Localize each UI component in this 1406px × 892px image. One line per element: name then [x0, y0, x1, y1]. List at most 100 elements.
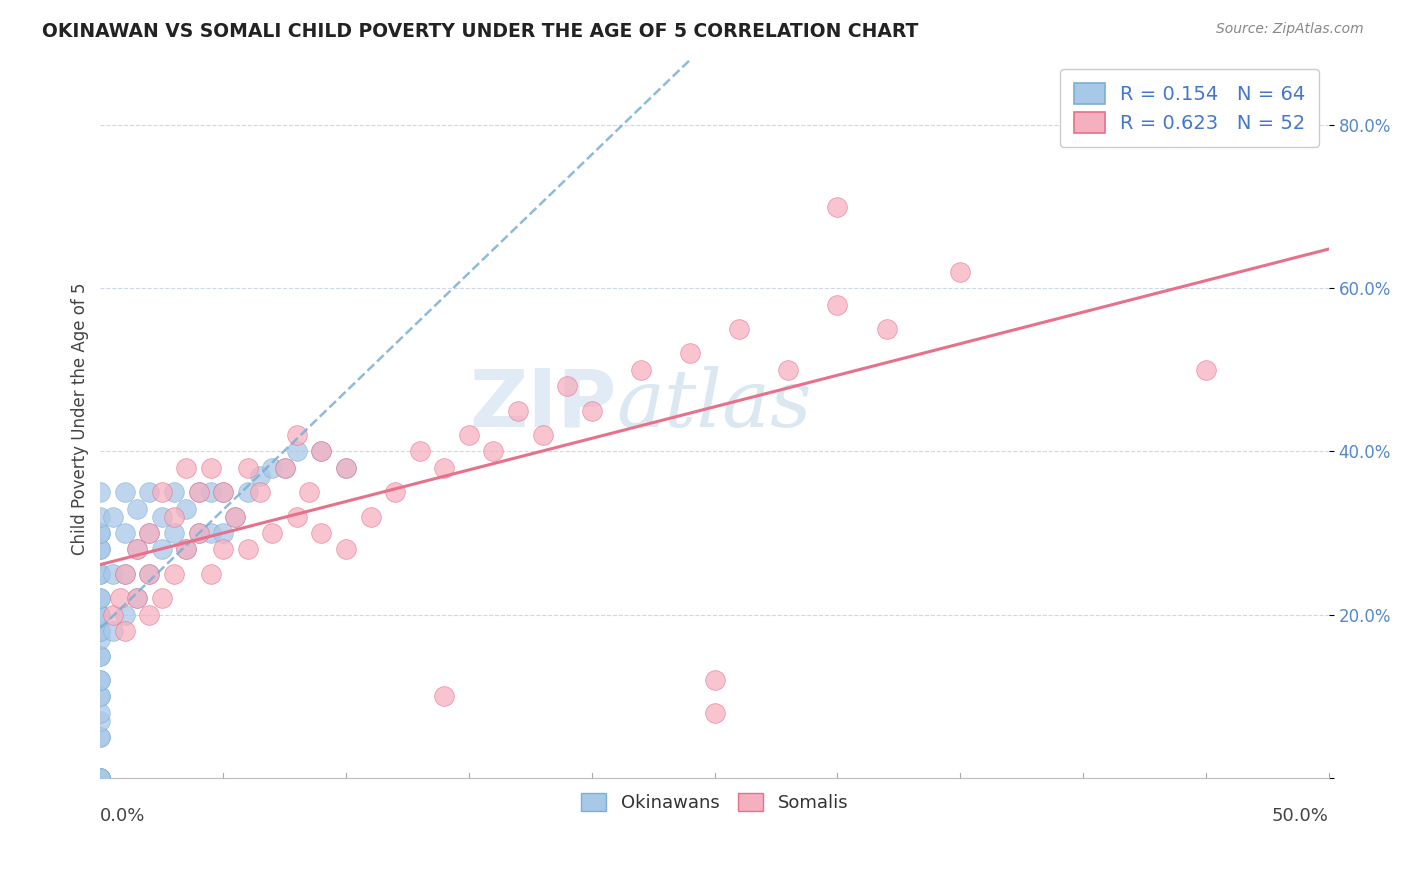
Point	[703, 673, 725, 687]
Point	[679, 346, 702, 360]
Point	[531, 428, 554, 442]
Point	[212, 485, 235, 500]
Point	[101, 566, 124, 581]
Point	[311, 444, 333, 458]
Point	[101, 624, 124, 638]
Point	[176, 542, 198, 557]
Point	[555, 379, 578, 393]
Point	[285, 509, 308, 524]
Legend: Okinawans, Somalis: Okinawans, Somalis	[574, 786, 855, 819]
Text: Source: ZipAtlas.com: Source: ZipAtlas.com	[1216, 22, 1364, 37]
Point	[176, 501, 198, 516]
Point	[127, 591, 149, 606]
Point	[89, 591, 111, 606]
Point	[298, 485, 321, 500]
Point	[506, 403, 529, 417]
Point	[224, 509, 246, 524]
Point	[101, 509, 124, 524]
Point	[1195, 363, 1218, 377]
Point	[89, 509, 111, 524]
Text: OKINAWAN VS SOMALI CHILD POVERTY UNDER THE AGE OF 5 CORRELATION CHART: OKINAWAN VS SOMALI CHILD POVERTY UNDER T…	[42, 22, 918, 41]
Point	[89, 607, 111, 622]
Point	[89, 673, 111, 687]
Point	[150, 591, 173, 606]
Point	[89, 632, 111, 647]
Text: ZIP: ZIP	[470, 366, 616, 443]
Point	[778, 363, 800, 377]
Point	[89, 591, 111, 606]
Point	[187, 526, 209, 541]
Point	[273, 460, 295, 475]
Point	[138, 526, 160, 541]
Point	[89, 648, 111, 663]
Point	[150, 542, 173, 557]
Point	[630, 363, 652, 377]
Point	[89, 771, 111, 785]
Point	[200, 526, 222, 541]
Point	[384, 485, 406, 500]
Point	[89, 690, 111, 704]
Point	[127, 501, 149, 516]
Text: 0.0%: 0.0%	[100, 806, 146, 825]
Point	[127, 542, 149, 557]
Point	[200, 485, 222, 500]
Point	[114, 485, 136, 500]
Point	[114, 566, 136, 581]
Point	[89, 771, 111, 785]
Point	[335, 460, 357, 475]
Point	[163, 566, 186, 581]
Point	[262, 460, 284, 475]
Point	[127, 591, 149, 606]
Point	[138, 566, 160, 581]
Point	[176, 542, 198, 557]
Point	[150, 509, 173, 524]
Point	[249, 485, 271, 500]
Point	[949, 265, 972, 279]
Point	[236, 542, 259, 557]
Point	[482, 444, 505, 458]
Point	[212, 542, 235, 557]
Point	[89, 706, 111, 720]
Point	[138, 607, 160, 622]
Point	[187, 485, 209, 500]
Point	[163, 509, 186, 524]
Point	[224, 509, 246, 524]
Point	[212, 485, 235, 500]
Point	[236, 485, 259, 500]
Point	[89, 624, 111, 638]
Point	[114, 526, 136, 541]
Point	[311, 444, 333, 458]
Point	[89, 566, 111, 581]
Point	[187, 485, 209, 500]
Point	[360, 509, 382, 524]
Point	[335, 460, 357, 475]
Point	[703, 706, 725, 720]
Point	[89, 714, 111, 728]
Point	[273, 460, 295, 475]
Point	[114, 607, 136, 622]
Point	[433, 460, 456, 475]
Point	[89, 730, 111, 744]
Point	[89, 526, 111, 541]
Point	[89, 771, 111, 785]
Point	[138, 566, 160, 581]
Point	[311, 526, 333, 541]
Point	[728, 322, 751, 336]
Y-axis label: Child Poverty Under the Age of 5: Child Poverty Under the Age of 5	[72, 283, 89, 555]
Point	[163, 526, 186, 541]
Point	[89, 771, 111, 785]
Point	[876, 322, 898, 336]
Point	[249, 469, 271, 483]
Point	[138, 485, 160, 500]
Point	[409, 444, 432, 458]
Point	[187, 526, 209, 541]
Point	[89, 526, 111, 541]
Point	[114, 566, 136, 581]
Point	[89, 771, 111, 785]
Point	[89, 690, 111, 704]
Point	[108, 591, 131, 606]
Point	[335, 542, 357, 557]
Point	[163, 485, 186, 500]
Point	[200, 566, 222, 581]
Point	[176, 460, 198, 475]
